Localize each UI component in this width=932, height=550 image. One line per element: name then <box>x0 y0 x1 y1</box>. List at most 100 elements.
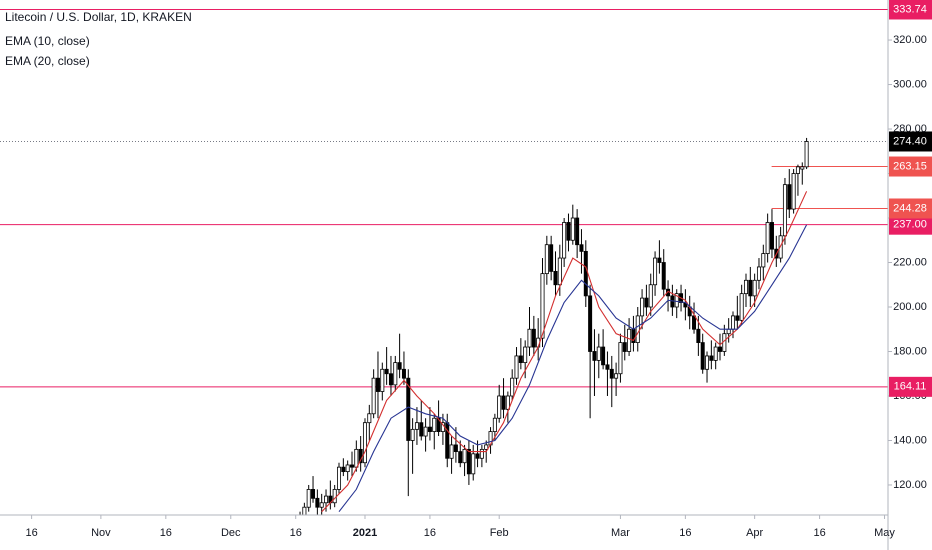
candle-body <box>622 342 627 352</box>
x-tick-label: 2021 <box>353 527 377 539</box>
price-label-box <box>889 156 932 177</box>
y-tick-label: 300.00 <box>893 78 927 90</box>
candle-body <box>726 328 731 335</box>
candle-body <box>349 464 354 468</box>
x-tick-label: 16 <box>813 527 825 539</box>
candle-body <box>380 368 385 392</box>
candle-body <box>518 355 523 364</box>
candle-body <box>492 417 497 432</box>
candle-body <box>341 466 346 473</box>
y-tick-label: 320.00 <box>893 34 927 46</box>
candle-body <box>579 244 584 252</box>
candle-body <box>458 451 463 464</box>
candle-body <box>510 377 515 397</box>
candle-body <box>657 257 662 263</box>
candle-body <box>371 377 376 415</box>
x-tick-label: May <box>874 527 895 539</box>
axes: 120.00140.00160.00180.00200.00220.00240.… <box>25 34 926 539</box>
candle-body <box>609 368 614 379</box>
candle-body <box>653 257 658 286</box>
y-tick-label: 140.00 <box>893 434 927 446</box>
candle-body <box>562 222 567 259</box>
candle-body <box>743 279 748 295</box>
candle-body <box>592 351 597 361</box>
candle-body <box>384 368 389 375</box>
y-tick-label: 180.00 <box>893 345 927 357</box>
candle-body <box>401 368 406 379</box>
candle-body <box>423 426 428 437</box>
price-label: 333.74 <box>893 3 927 15</box>
candle-body <box>367 413 372 424</box>
candle-body <box>306 489 311 508</box>
legend-entry: EMA (20, close) <box>5 54 90 68</box>
candle-body <box>674 293 679 308</box>
candle-body <box>709 355 714 361</box>
candle-body <box>718 346 723 352</box>
candle-body <box>575 217 580 246</box>
candle-body <box>648 284 653 308</box>
x-tick-label: Nov <box>91 527 111 539</box>
candle-body <box>319 502 324 508</box>
candle-body <box>731 315 736 330</box>
candle-body <box>696 328 701 343</box>
candle-body <box>748 279 753 297</box>
candle-body <box>596 346 601 361</box>
candle-body <box>588 295 593 352</box>
y-tick-label: 220.00 <box>893 256 927 268</box>
candle-body <box>544 244 549 275</box>
price-label: 164.11 <box>894 381 927 393</box>
candle-body <box>449 444 454 459</box>
candle-body <box>471 453 476 475</box>
candle-body <box>618 342 623 375</box>
x-tick-label: 16 <box>679 527 691 539</box>
candle-body <box>523 346 528 364</box>
candle-body <box>739 293 744 321</box>
candle-body <box>466 448 471 475</box>
candle-body <box>800 166 805 170</box>
price-label-box <box>889 131 932 152</box>
price-label-box <box>889 214 932 235</box>
candle-body <box>362 422 367 464</box>
candle-body <box>354 448 359 468</box>
legend-entry: EMA (10, close) <box>5 34 90 48</box>
candle-body <box>432 417 437 432</box>
candle-body <box>713 346 718 361</box>
candle-body <box>605 364 610 370</box>
candle-body <box>531 328 536 348</box>
candle-body <box>406 377 411 441</box>
ema-line <box>321 191 808 513</box>
candle-body <box>337 466 342 490</box>
candle-body <box>375 377 380 392</box>
x-tick-label: 16 <box>160 527 172 539</box>
x-tick-label: 16 <box>290 527 302 539</box>
candle-body <box>553 271 558 286</box>
ema-line <box>338 224 808 513</box>
candle-body <box>527 328 532 348</box>
candle-body <box>627 328 632 352</box>
y-tick-label: 200.00 <box>893 301 927 313</box>
candle-body <box>782 184 787 237</box>
candle-body <box>445 422 450 459</box>
candle-body <box>614 373 619 379</box>
candle-body <box>570 217 575 241</box>
candle-body <box>302 506 307 515</box>
x-tick-label: 16 <box>25 527 37 539</box>
candle-body <box>735 315 740 321</box>
candle-body <box>332 489 337 504</box>
candle-body <box>549 244 554 272</box>
candle-body <box>761 253 766 268</box>
candle-body <box>453 444 458 452</box>
candle-body <box>419 422 424 437</box>
candle-body <box>397 362 402 370</box>
candle-body <box>514 355 519 379</box>
candle-body <box>315 497 320 508</box>
candle-body <box>427 426 432 432</box>
plot-area <box>0 8 888 515</box>
candle-body <box>769 222 774 250</box>
candle-body <box>804 141 809 168</box>
price-label: 244.28 <box>893 202 927 214</box>
candle-body <box>640 297 645 317</box>
candle-body <box>661 262 666 290</box>
candle-body <box>791 173 796 210</box>
